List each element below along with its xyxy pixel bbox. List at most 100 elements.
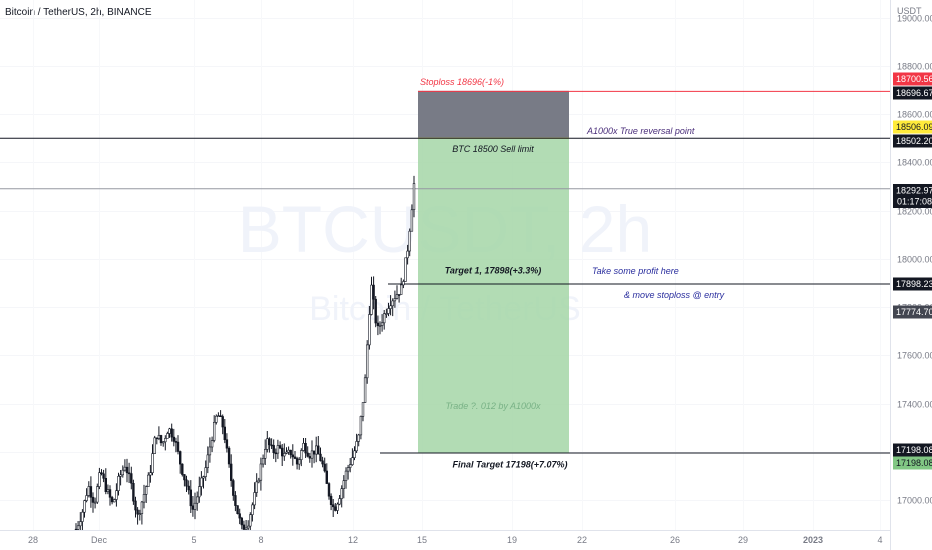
candle-body [278, 445, 282, 449]
candle-body [210, 440, 214, 448]
price-badge-value: 17898.23 [896, 279, 932, 289]
candle-body [331, 504, 335, 508]
candle-body [170, 428, 173, 438]
x-tick-label: 8 [258, 535, 263, 545]
candle-body [291, 454, 294, 458]
price-badge-value: 18502.20 [896, 136, 932, 146]
candle-body [289, 449, 292, 456]
candle-body [302, 442, 305, 451]
stoploss-move-note[interactable]: & move stoploss @ entry [624, 290, 725, 300]
candle-body [389, 305, 392, 309]
candle-body [204, 467, 207, 477]
candle-body [164, 438, 167, 443]
candle-body [276, 445, 280, 454]
candle-body [368, 314, 371, 346]
candles [74, 175, 416, 531]
candle-body [227, 447, 231, 465]
annotations[interactable]: Stoploss 18696(-1%) BTC 18500 Sell limit T… [420, 77, 725, 470]
candle-body [395, 294, 399, 299]
profit-note[interactable]: Take some profit here [592, 266, 679, 276]
final-target-label[interactable]: Final Target 17198(+7.07%) [453, 459, 568, 469]
candle-body [355, 441, 358, 452]
candle-body [402, 281, 405, 286]
candle-body [263, 449, 267, 459]
candle-body [200, 477, 203, 487]
price-badge [893, 277, 932, 291]
candle-body [187, 485, 190, 491]
y-tick-label: 18400.00 [897, 158, 932, 168]
time-axis[interactable]: 28 Dec 5 8 12 15 19 22 26 29 2023 4 [0, 530, 890, 546]
candle-body [113, 499, 116, 503]
y-tick-label: 18600.00 [897, 110, 932, 120]
candle-body [79, 521, 82, 527]
candle-body [151, 453, 154, 474]
candle-body [297, 459, 301, 465]
candle-body [312, 450, 316, 455]
candle-body [348, 464, 352, 468]
candle-body [155, 437, 158, 440]
candle-body [393, 298, 397, 302]
y-tick-label: 17000.00 [897, 496, 932, 506]
candle-body [225, 439, 229, 449]
candle-body [300, 450, 303, 460]
candle-body [91, 496, 95, 503]
price-badge-value: 18506.09 [896, 122, 932, 132]
stoploss-label[interactable]: Stoploss 18696(-1%) [420, 77, 504, 87]
candle-body [274, 452, 277, 455]
candle-body [370, 284, 373, 315]
candle-body [325, 470, 328, 484]
candle-body [127, 472, 131, 475]
candle-body [117, 475, 120, 491]
position-zones[interactable] [418, 90, 569, 453]
candle-body [159, 435, 163, 444]
candle-body [376, 322, 380, 327]
candle-body [236, 505, 239, 515]
candle-body [247, 525, 250, 529]
candle-body [153, 437, 156, 454]
y-tick-label: 18000.00 [897, 255, 932, 265]
price-badge-value: 17774.70 [896, 307, 932, 317]
candle-body [145, 486, 148, 495]
candle-body [365, 344, 369, 379]
y-tick-label: 18200.00 [897, 207, 932, 217]
x-tick-label: 2023 [803, 535, 823, 545]
candle-body [259, 463, 263, 481]
x-tick-label: 19 [507, 535, 517, 545]
target-zone[interactable] [418, 137, 569, 453]
x-tick-label: 26 [670, 535, 680, 545]
trade-credit[interactable]: Trade ?. 012 by A1000x [445, 401, 541, 411]
candle-body [125, 466, 129, 474]
x-tick-label: 5 [191, 535, 196, 545]
candle-body [132, 482, 135, 502]
candle-body [363, 377, 367, 403]
entry-label[interactable]: BTC 18500 Sell limit [452, 144, 534, 154]
candle-body [342, 480, 345, 490]
price-axis[interactable]: USDT 17000.0017200.0017400.0017600.00178… [890, 0, 932, 550]
level-lines[interactable] [0, 90, 890, 454]
candle-body [372, 284, 375, 300]
candle-body [206, 454, 209, 468]
candle-body [340, 488, 343, 499]
candle-body [168, 428, 171, 434]
candle-body [176, 441, 180, 452]
candle-body [408, 230, 411, 252]
symbol-title: Bitcoin / TetherUS, 2h, BINANCE [5, 7, 152, 18]
price-badge [893, 134, 932, 148]
candle-body [397, 294, 401, 296]
candle-body [157, 435, 161, 439]
candle-body [385, 313, 388, 315]
candle-body [140, 501, 144, 514]
candle-body [344, 470, 348, 482]
candle-body [215, 415, 218, 423]
price-badge-value: 18292.97 [896, 186, 932, 196]
candle-body [115, 490, 118, 500]
price-badge [893, 443, 932, 457]
candle-body [295, 458, 299, 465]
reversal-note[interactable]: A1000x True reversal point [586, 126, 695, 136]
stop-zone[interactable] [418, 90, 569, 138]
candle-body [81, 511, 84, 522]
target1-label[interactable]: Target 1, 17898(+3.3%) [445, 266, 541, 276]
candle-body [378, 325, 382, 327]
candle-body [85, 495, 88, 501]
